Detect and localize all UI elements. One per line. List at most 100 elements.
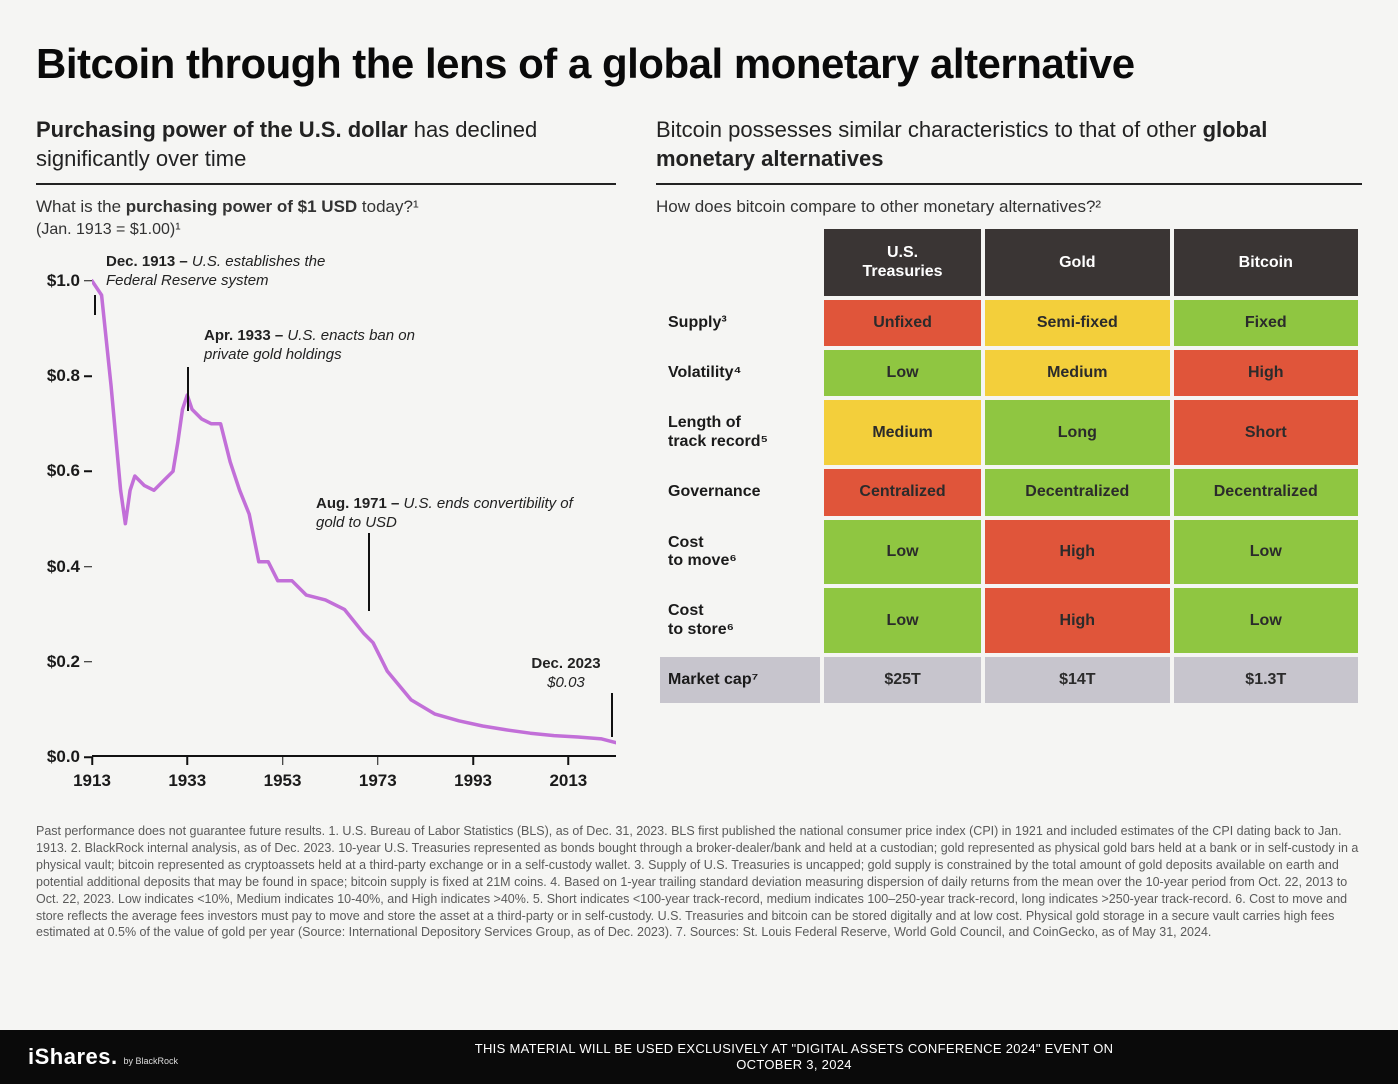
chart-annotation-line-gold_ban [187,367,189,411]
table-cell: Fixed [1174,300,1358,346]
left-question-bold: purchasing power of $1 USD [126,197,357,216]
table-row: Costto move⁶LowHighLow [660,520,1358,585]
x-tick-label: 1913 [73,771,111,791]
y-tick-mark [84,661,92,663]
table-cell: Low [1174,588,1358,653]
purchasing-power-chart: $0.0 $0.2 $0.4 $0.6 $0.8 $1.0 1913 1933 1953 197… [36,257,616,797]
chart-annotation-line-fed [94,295,96,315]
table-row: Costto store⁶LowHighLow [660,588,1358,653]
x-tick-label: 1953 [264,771,302,791]
table-row-marketcap: Market cap⁷$25T$14T$1.3T [660,657,1358,703]
table-row: Volatility⁴LowMediumHigh [660,350,1358,396]
y-tick-label: $0.4 [47,557,80,577]
brand: iShares. by BlackRock [28,1044,178,1070]
chart-annotation-gold_ban: Apr. 1933 – U.S. enacts ban on private g… [204,327,444,365]
table-row-label: Supply³ [660,300,820,346]
y-tick-mark [84,566,92,568]
table-row-label: Volatility⁴ [660,350,820,396]
y-tick-label: $0.2 [47,652,80,672]
y-tick-label: $0.0 [47,747,80,767]
x-tick-label: 1993 [454,771,492,791]
right-heading: Bitcoin possesses similar characteristic… [656,116,1362,185]
right-heading-prefix: Bitcoin possesses similar characteristic… [656,117,1203,142]
table-body: Supply³UnfixedSemi-fixedFixedVolatility⁴… [660,300,1358,704]
two-column-layout: Purchasing power of the U.S. dollar has … [36,116,1362,797]
table-row-label: Costto store⁶ [660,588,820,653]
table-column-header: U.S.Treasuries [824,229,981,295]
chart-annotation-end_conv: Aug. 1971 – U.S. ends convertibility of … [316,495,576,533]
x-tick-mark [472,757,474,765]
table-cell: Medium [824,400,981,465]
table-row-label: Market cap⁷ [660,657,820,703]
right-column: Bitcoin possesses similar characteristic… [656,116,1362,797]
footer-disclaimer-line1: THIS MATERIAL WILL BE USED EXCLUSIVELY A… [475,1041,1114,1056]
table-cell: Short [1174,400,1358,465]
left-heading: Purchasing power of the U.S. dollar has … [36,116,616,185]
table-cell: High [985,520,1169,585]
footer-disclaimer: THIS MATERIAL WILL BE USED EXCLUSIVELY A… [218,1041,1370,1074]
table-cell: $25T [824,657,981,703]
y-tick-label: $1.0 [47,271,80,291]
table-row-label: Governance [660,469,820,515]
left-question-prefix: What is the [36,197,126,216]
footer-bar: iShares. by BlackRock THIS MATERIAL WILL… [0,1030,1398,1084]
left-heading-bold: Purchasing power of the U.S. dollar [36,117,408,142]
table-column-header: Bitcoin [1174,229,1358,295]
chart-annotation-line-end_conv [368,533,370,611]
table-row-label: Length oftrack record⁵ [660,400,820,465]
left-baseline-note: (Jan. 1913 = $1.00)¹ [36,221,616,239]
y-axis: $0.0$0.2$0.4$0.6$0.8$1.0 [36,257,86,757]
x-tick-label: 1973 [359,771,397,791]
comparison-table: U.S.TreasuriesGoldBitcoin Supply³Unfixed… [656,225,1362,707]
y-tick-mark [84,280,92,282]
x-tick-label: 2013 [549,771,587,791]
table-column-header: Gold [985,229,1169,295]
left-question: What is the purchasing power of $1 USD t… [36,197,616,217]
x-tick-label: 1933 [168,771,206,791]
table-cell: Long [985,400,1169,465]
right-question: How does bitcoin compare to other moneta… [656,197,1362,217]
brand-name: iShares [28,1044,111,1069]
table-cell: Low [824,520,981,585]
table-cell: Unfixed [824,300,981,346]
table-row-label: Costto move⁶ [660,520,820,585]
table-cell: Medium [985,350,1169,396]
chart-annotation-line-now [611,693,613,737]
table-row: Supply³UnfixedSemi-fixedFixed [660,300,1358,346]
table-cell: $1.3T [1174,657,1358,703]
table-cell: Low [1174,520,1358,585]
table-head: U.S.TreasuriesGoldBitcoin [660,229,1358,295]
brand-sub: by BlackRock [124,1056,179,1066]
y-tick-mark [84,471,92,473]
table-cell: Semi-fixed [985,300,1169,346]
y-tick-label: $0.6 [47,461,80,481]
chart-annotation-now: Dec. 2023$0.03 [506,655,626,693]
y-tick-label: $0.8 [47,366,80,386]
footnotes: Past performance does not guarantee futu… [36,823,1362,941]
table-cell: Decentralized [985,469,1169,515]
left-column: Purchasing power of the U.S. dollar has … [36,116,616,797]
table-cell: $14T [985,657,1169,703]
page-title: Bitcoin through the lens of a global mon… [36,40,1362,88]
x-tick-mark [282,757,284,765]
y-tick-mark [84,375,92,377]
table-cell: High [1174,350,1358,396]
table-cell: High [985,588,1169,653]
left-question-suffix: today?¹ [357,197,418,216]
table-cell: Decentralized [1174,469,1358,515]
table-corner [660,229,820,295]
brand-dot: . [111,1044,118,1069]
table-row: Length oftrack record⁵MediumLongShort [660,400,1358,465]
x-axis-line [92,755,616,757]
x-tick-mark [377,757,379,765]
table-cell: Low [824,588,981,653]
table-cell: Low [824,350,981,396]
x-tick-mark [568,757,570,765]
table-row: GovernanceCentralizedDecentralizedDecent… [660,469,1358,515]
x-tick-mark [91,757,93,765]
x-axis: 191319331953197319932013 [92,765,616,797]
x-tick-mark [187,757,189,765]
table-cell: Centralized [824,469,981,515]
chart-annotation-fed: Dec. 1913 – U.S. establishes the Federal… [106,253,336,291]
footer-disclaimer-line2: OCTOBER 3, 2024 [736,1057,852,1072]
